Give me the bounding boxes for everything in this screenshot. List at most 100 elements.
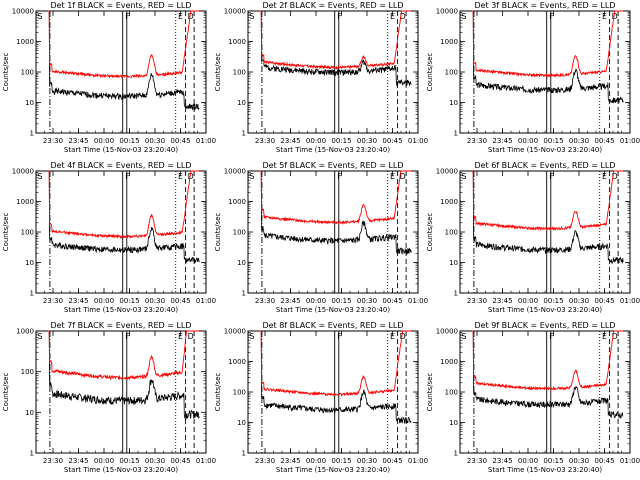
y-tick-label: 10000 [436, 328, 458, 336]
x-tick-label: 00:45 [170, 457, 190, 465]
x-tick-label: 01:00 [408, 297, 428, 305]
x-tick-label: 00:45 [382, 297, 402, 305]
y-tick-label: 1000 [228, 358, 246, 366]
y-tick-label: 1000 [440, 358, 458, 366]
x-tick-label: 01:00 [408, 137, 428, 145]
event-marker-label: E [602, 332, 607, 341]
y-tick-label: 10000 [224, 168, 246, 176]
x-tick-label: 01:00 [620, 297, 640, 305]
x-tick-label: 23:30 [43, 297, 63, 305]
x-tick-label: 00:30 [357, 457, 377, 465]
x-tick-label: 23:30 [467, 457, 487, 465]
y-axis-label: Counts/sec [426, 373, 434, 412]
event-marker-label: E [390, 332, 395, 341]
x-tick-label: 00:15 [119, 297, 139, 305]
lld-trace-red [259, 10, 412, 70]
x-axis-label: Start Time (15-Nov-03 23:20:40) [276, 146, 390, 154]
event-marker-label: D [188, 172, 194, 181]
event-marker-label: D [612, 12, 618, 21]
x-axis-label: Start Time (15-Nov-03 23:20:40) [488, 466, 602, 474]
x-axis-label: Start Time (15-Nov-03 23:20:40) [64, 146, 178, 154]
y-tick-label: 10 [237, 259, 246, 267]
x-tick-label: 23:45 [492, 137, 512, 145]
y-tick-label: 1000 [228, 38, 246, 46]
x-tick-label: 23:45 [68, 457, 88, 465]
event-marker-label: D [612, 172, 618, 181]
event-marker-label: S [461, 172, 466, 181]
y-tick-label: 1 [30, 290, 34, 298]
lld-trace-red [259, 330, 412, 397]
event-marker-label: S [249, 332, 254, 341]
y-tick-label: 10 [25, 99, 34, 107]
y-tick-label: 100 [21, 69, 34, 77]
y-tick-label: 100 [445, 229, 458, 237]
event-marker-label: F [337, 332, 342, 341]
x-tick-label: 00:30 [145, 457, 165, 465]
x-axis-label: Start Time (15-Nov-03 23:20:40) [488, 146, 602, 154]
y-tick-label: 1000 [440, 38, 458, 46]
x-tick-label: 00:00 [306, 457, 326, 465]
detector-panel: Det 5f BLACK = Events, RED = LLD 1 10 100 10… [214, 161, 428, 314]
detector-panel: Det 4f BLACK = Events, RED = LLD 1 10 100 10… [2, 161, 216, 314]
y-tick-label: 10 [449, 99, 458, 107]
plot-frame [247, 330, 419, 454]
y-tick-label: 1 [30, 130, 34, 138]
plot-frame [459, 330, 631, 454]
lld-trace-red [47, 10, 200, 79]
y-tick-label: 10 [25, 409, 34, 417]
event-marker-label: E [178, 12, 183, 21]
panel-title: Det 9f BLACK = Events, RED = LLD [474, 321, 615, 330]
y-axis-label: Counts/sec [2, 373, 10, 412]
y-tick-label: 10000 [12, 168, 34, 176]
y-tick-label: 10000 [224, 328, 246, 336]
y-tick-label: 100 [445, 389, 458, 397]
event-marker-label: F [125, 12, 130, 21]
y-tick-label: 100 [445, 69, 458, 77]
x-tick-label: 23:30 [255, 457, 275, 465]
x-tick-label: 00:00 [94, 297, 114, 305]
x-tick-label: 00:45 [594, 137, 614, 145]
y-tick-label: 10 [237, 99, 246, 107]
x-tick-label: 00:45 [382, 137, 402, 145]
x-tick-label: 00:00 [518, 137, 538, 145]
x-tick-label: 00:30 [145, 137, 165, 145]
event-marker-label: E [390, 12, 395, 21]
event-marker-label: D [188, 12, 194, 21]
x-tick-label: 00:15 [543, 297, 563, 305]
x-tick-label: 00:00 [306, 137, 326, 145]
x-tick-label: 00:45 [594, 297, 614, 305]
y-axis-label: Counts/sec [214, 373, 222, 412]
event-marker-label: E [602, 172, 607, 181]
lld-trace-red [47, 170, 200, 239]
x-tick-label: 00:15 [119, 137, 139, 145]
x-tick-label: 23:45 [280, 137, 300, 145]
events-trace-black [47, 170, 200, 264]
event-marker-label: F [549, 332, 554, 341]
y-tick-label: 1 [242, 450, 246, 458]
x-tick-label: 00:30 [569, 457, 589, 465]
x-tick-label: 23:30 [467, 297, 487, 305]
event-marker-label: D [188, 332, 194, 341]
y-tick-label: 100 [21, 368, 34, 376]
x-axis-label: Start Time (15-Nov-03 23:20:40) [64, 466, 178, 474]
detector-panel: Det 6f BLACK = Events, RED = LLD 1 10 100 10… [426, 161, 640, 314]
lld-trace-red [471, 170, 624, 232]
y-tick-label: 100 [21, 229, 34, 237]
y-tick-label: 1000 [228, 198, 246, 206]
panel-title: Det 5f BLACK = Events, RED = LLD [262, 161, 403, 170]
x-tick-label: 00:30 [357, 297, 377, 305]
x-tick-label: 00:00 [94, 457, 114, 465]
detector-panel: Det 2f BLACK = Events, RED = LLD 1 10 100 10… [214, 1, 428, 154]
y-tick-label: 1 [30, 450, 34, 458]
x-tick-label: 00:30 [569, 137, 589, 145]
x-tick-label: 01:00 [620, 137, 640, 145]
y-axis-label: Counts/sec [426, 213, 434, 252]
event-marker-label: S [249, 172, 254, 181]
event-marker-label: E [178, 172, 183, 181]
panel-title: Det 8f BLACK = Events, RED = LLD [262, 321, 403, 330]
x-tick-label: 23:30 [255, 297, 275, 305]
event-marker-label: F [337, 172, 342, 181]
x-tick-label: 00:30 [145, 297, 165, 305]
y-tick-label: 1000 [440, 198, 458, 206]
event-marker-label: D [400, 12, 406, 21]
